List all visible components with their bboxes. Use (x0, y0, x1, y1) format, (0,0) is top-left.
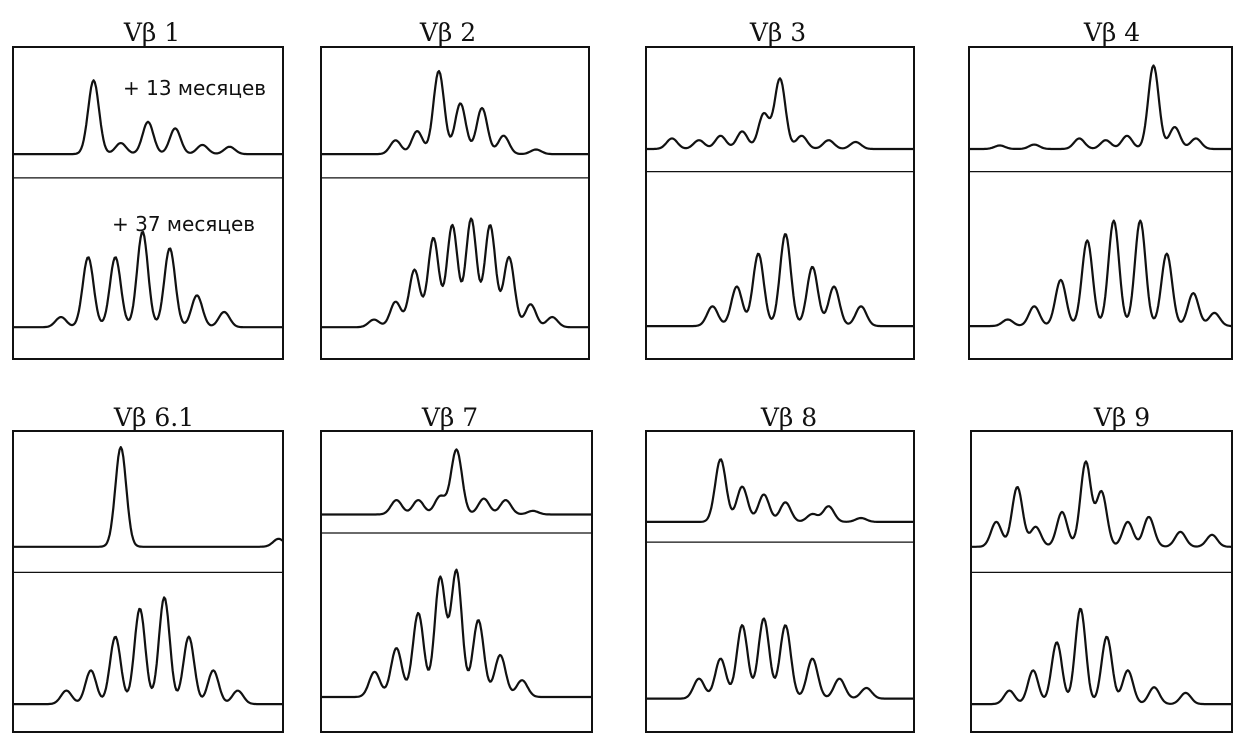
panel-title: Vβ 7 (421, 403, 479, 432)
panel-title: Vβ 8 (760, 403, 818, 432)
spectratype-panel (12, 430, 284, 733)
panel-frame (968, 46, 1233, 360)
panel-plot (320, 430, 593, 733)
trace-upper (645, 458, 915, 523)
spectratype-panel (645, 46, 915, 360)
panel-frame (645, 430, 915, 733)
panel-frame (970, 430, 1233, 733)
panel-title: Vβ 9 (1093, 403, 1151, 432)
panel-plot (12, 430, 284, 733)
trace-lower (968, 219, 1233, 328)
trace-upper (645, 77, 915, 151)
trace-lower (645, 233, 915, 328)
panel-plot (645, 430, 915, 733)
trace-lower (12, 596, 284, 706)
series-label: + 37 месяцев (112, 212, 256, 236)
panel-title: Vβ 4 (1083, 18, 1141, 47)
panel-plot (320, 46, 590, 360)
trace-lower (970, 607, 1233, 706)
spectratype-panel (320, 430, 593, 733)
panel-frame (12, 430, 284, 733)
panel-plot (12, 46, 284, 360)
panel-frame (320, 46, 590, 360)
trace-upper (12, 446, 284, 548)
trace-upper (968, 64, 1233, 151)
trace-upper (320, 448, 593, 516)
trace-upper (320, 70, 590, 156)
panel-plot (968, 46, 1233, 360)
spectratype-panel (970, 430, 1233, 733)
panel-plot (970, 430, 1233, 733)
panel-frame (12, 46, 284, 360)
series-label: + 13 месяцев (123, 76, 267, 100)
panel-title: Vβ 6.1 (113, 403, 195, 432)
panel-title: Vβ 3 (749, 18, 807, 47)
trace-lower (320, 568, 593, 699)
panel-frame (320, 430, 593, 733)
spectratype-panel (12, 46, 284, 360)
trace-lower (12, 230, 284, 329)
trace-upper (12, 79, 284, 156)
spectratype-panel (645, 430, 915, 733)
trace-lower (645, 617, 915, 700)
trace-lower (320, 217, 590, 329)
trace-upper (970, 460, 1233, 548)
panel-title: Vβ 2 (419, 18, 477, 47)
panel-title: Vβ 1 (123, 18, 181, 47)
panel-frame (645, 46, 915, 360)
spectratype-panel (320, 46, 590, 360)
panel-plot (645, 46, 915, 360)
spectratype-panel (968, 46, 1233, 360)
